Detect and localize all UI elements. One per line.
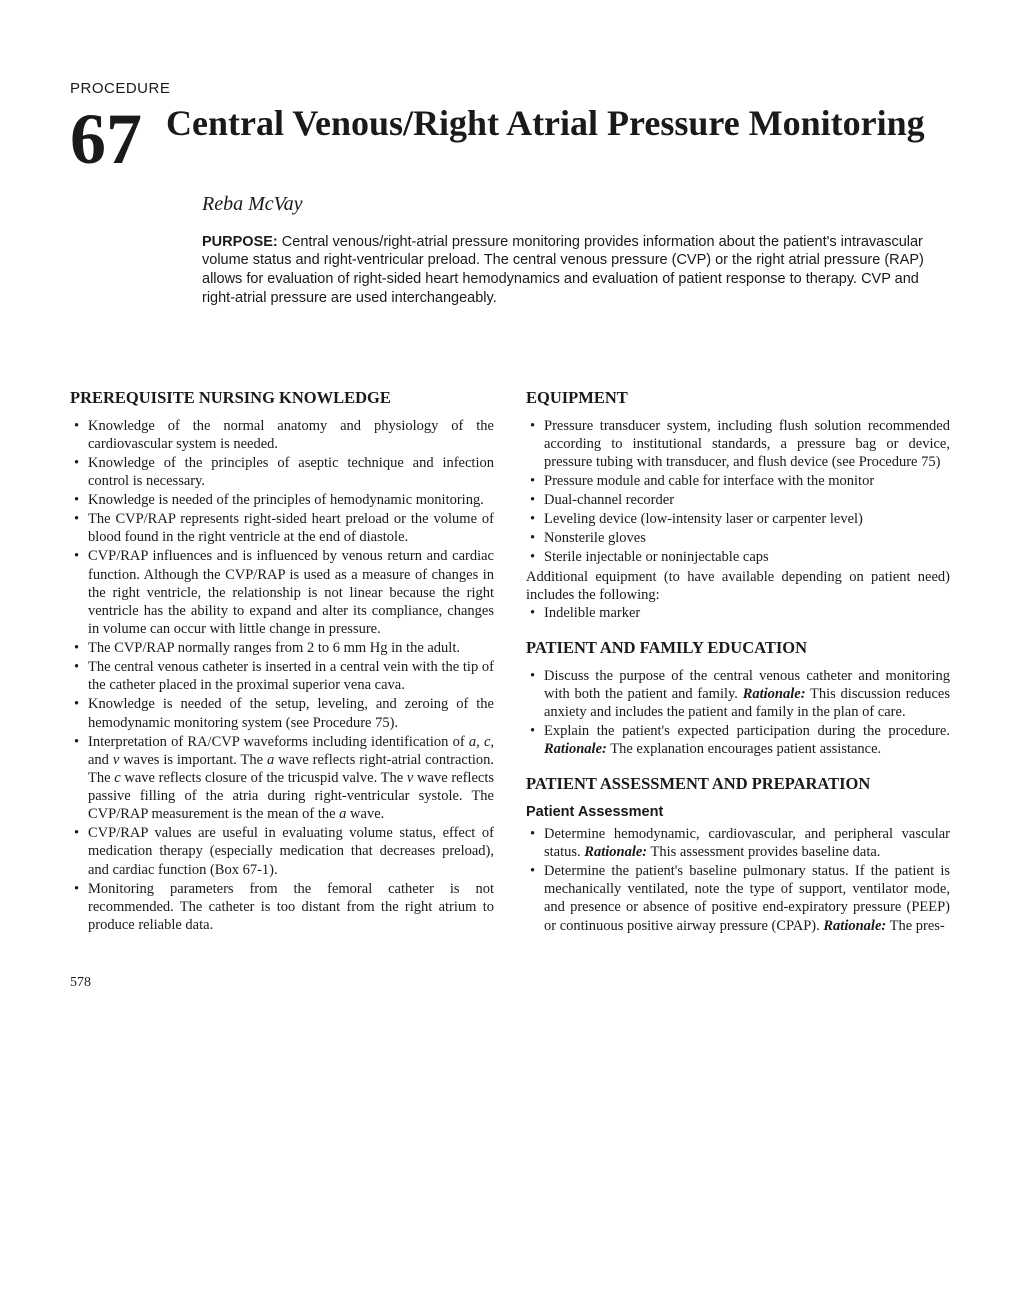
left-column: PREREQUISITE NURSING KNOWLEDGE Knowledge…: [70, 388, 494, 950]
list-item: The central venous catheter is inserted …: [70, 658, 494, 694]
two-column-layout: PREREQUISITE NURSING KNOWLEDGE Knowledge…: [70, 388, 950, 950]
chapter-title: Central Venous/Right Atrial Pressure Mon…: [166, 103, 950, 144]
assessment-list: Determine hemodynamic, cardiovascular, a…: [526, 825, 950, 935]
list-item: Monitoring parameters from the femoral c…: [70, 880, 494, 934]
list-item: Knowledge is needed of the setup, leveli…: [70, 695, 494, 731]
list-item: Sterile injectable or noninjectable caps: [526, 548, 950, 566]
list-item: Determine the patient's baseline pulmona…: [526, 862, 950, 935]
list-item: Knowledge is needed of the principles of…: [70, 491, 494, 509]
list-item: CVP/RAP values are useful in evaluating …: [70, 824, 494, 878]
additional-equipment-text: Additional equipment (to have available …: [526, 568, 950, 604]
purpose-paragraph: PURPOSE: Central venous/right-atrial pre…: [202, 233, 950, 308]
wave-a-c: a, c,: [469, 734, 494, 750]
author-name: Reba McVay: [202, 192, 950, 217]
purpose-label: PURPOSE:: [202, 234, 278, 250]
additional-equipment-list: Indelible marker: [526, 604, 950, 622]
title-block: Central Venous/Right Atrial Pressure Mon…: [166, 103, 950, 144]
assessment-subheading: Patient Assessment: [526, 803, 950, 821]
equipment-heading: EQUIPMENT: [526, 388, 950, 409]
list-item: Knowledge of the principles of aseptic t…: [70, 454, 494, 490]
list-item: CVP/RAP influences and is influenced by …: [70, 547, 494, 638]
list-item: The CVP/RAP represents right-sided heart…: [70, 510, 494, 546]
rationale-label: Rationale:: [743, 686, 806, 702]
list-item: The CVP/RAP normally ranges from 2 to 6 …: [70, 639, 494, 657]
procedure-label: PROCEDURE: [70, 80, 950, 99]
education-list: Discuss the purpose of the central venou…: [526, 667, 950, 759]
prerequisite-heading: PREREQUISITE NURSING KNOWLEDGE: [70, 388, 494, 409]
right-column: EQUIPMENT Pressure transducer system, in…: [526, 388, 950, 950]
list-item: Knowledge of the normal anatomy and phys…: [70, 417, 494, 453]
list-item: Pressure transducer system, including fl…: [526, 417, 950, 471]
list-item: Leveling device (low-intensity laser or …: [526, 510, 950, 528]
page-number: 578: [70, 974, 950, 992]
list-item: Dual-channel recorder: [526, 491, 950, 509]
list-item: Determine hemodynamic, cardiovascular, a…: [526, 825, 950, 861]
list-item-waveform: Interpretation of RA/CVP waveforms inclu…: [70, 733, 494, 824]
list-item: Discuss the purpose of the central venou…: [526, 667, 950, 721]
prerequisite-list: Knowledge of the normal anatomy and phys…: [70, 417, 494, 935]
chapter-number: 67: [70, 103, 142, 172]
rationale-label: Rationale:: [544, 741, 607, 757]
chapter-header: 67 Central Venous/Right Atrial Pressure …: [70, 103, 950, 172]
list-item: Explain the patient's expected participa…: [526, 722, 950, 758]
list-item: Pressure module and cable for interface …: [526, 472, 950, 490]
list-item: Indelible marker: [526, 604, 950, 622]
list-item: Nonsterile gloves: [526, 529, 950, 547]
rationale-label: Rationale:: [584, 844, 647, 860]
rationale-label: Rationale:: [823, 918, 886, 934]
equipment-list: Pressure transducer system, including fl…: [526, 417, 950, 567]
assessment-heading: PATIENT ASSESSMENT AND PREPARATION: [526, 774, 950, 795]
author-purpose-block: Reba McVay PURPOSE: Central venous/right…: [202, 192, 950, 308]
purpose-text: Central venous/right-atrial pressure mon…: [202, 234, 924, 307]
education-heading: PATIENT AND FAMILY EDUCATION: [526, 638, 950, 659]
